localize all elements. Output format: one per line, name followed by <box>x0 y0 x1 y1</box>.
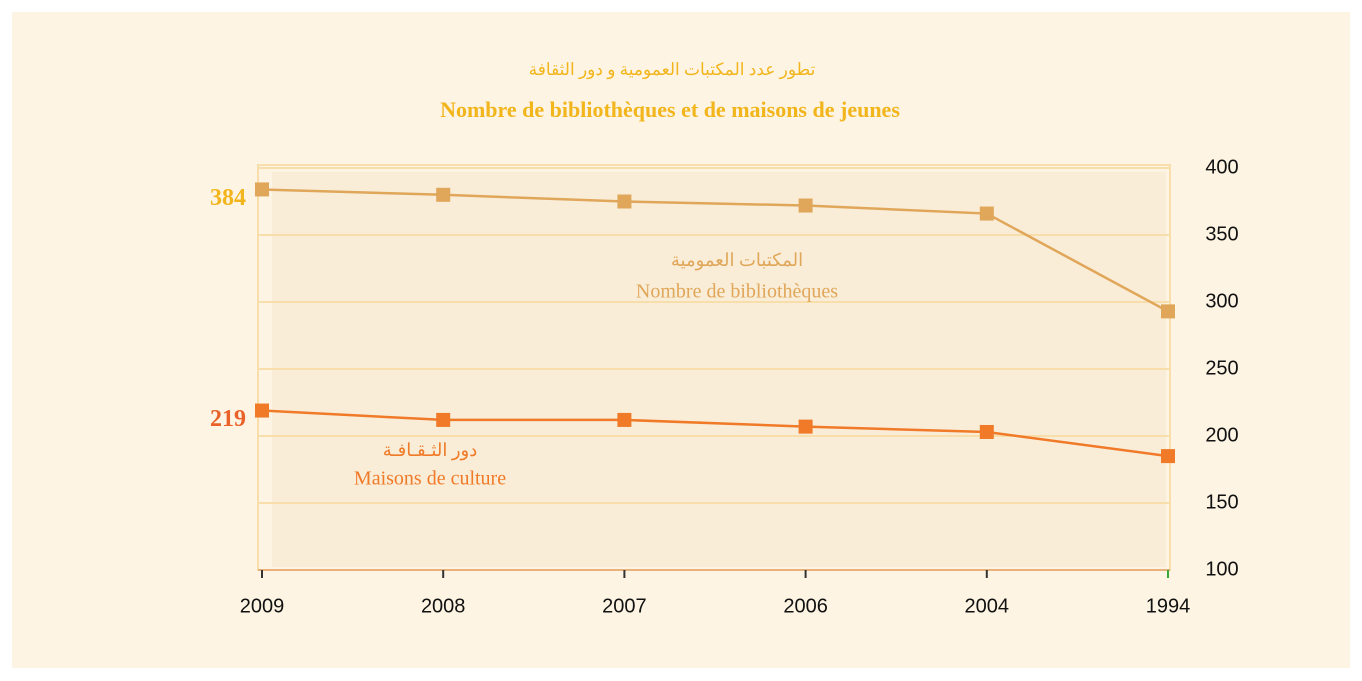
chart-title-ar: تطور عدد المكتبات العمومية و دور الثقافة <box>529 60 816 80</box>
y-tick-label: 300 <box>1205 290 1238 312</box>
x-tick-label: 1994 <box>1146 595 1191 617</box>
x-tick-label: 2006 <box>783 595 828 617</box>
x-tick-label: 2004 <box>965 595 1010 617</box>
y-tick-label: 200 <box>1205 424 1238 446</box>
point-marker <box>799 199 813 213</box>
value-label: 384 <box>210 185 246 211</box>
point-marker <box>617 195 631 209</box>
series-label-ar: دور الثـقـافـة <box>383 440 477 461</box>
point-marker <box>255 182 269 196</box>
point-marker <box>255 404 269 418</box>
y-tick-label: 150 <box>1205 491 1238 513</box>
y-tick-label: 350 <box>1205 223 1238 245</box>
point-marker <box>436 188 450 202</box>
point-marker <box>1161 304 1175 318</box>
point-marker <box>799 420 813 434</box>
point-marker <box>617 413 631 427</box>
chart: تطور عدد المكتبات العمومية و دور الثقافة… <box>0 0 1362 681</box>
value-label: 219 <box>210 406 246 432</box>
x-tick-label: 2007 <box>602 595 647 617</box>
chart-title: Nombre de bibliothèques et de maisons de… <box>440 97 900 122</box>
series-label: Maisons de culture <box>354 468 506 490</box>
series-label: Nombre de bibliothèques <box>636 281 838 303</box>
x-tick-label: 2008 <box>421 595 466 617</box>
point-marker <box>436 413 450 427</box>
y-tick-label: 400 <box>1205 156 1238 178</box>
series-label-ar: المكتبات العمومية <box>671 250 803 271</box>
x-tick-label: 2009 <box>240 595 285 617</box>
y-tick-label: 100 <box>1205 558 1238 580</box>
point-marker <box>980 425 994 439</box>
point-marker <box>980 207 994 221</box>
point-marker <box>1161 449 1175 463</box>
y-tick-label: 250 <box>1205 357 1238 379</box>
